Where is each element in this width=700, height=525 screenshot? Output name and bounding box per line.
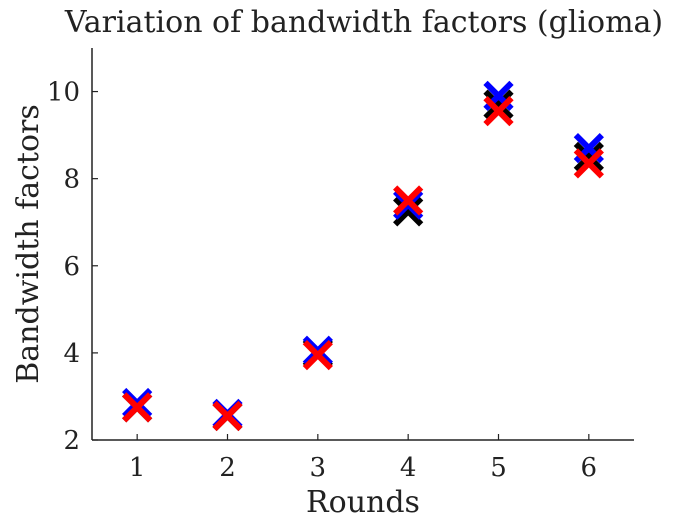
data-point-series-3 bbox=[483, 96, 514, 127]
data-point-series-2 bbox=[122, 387, 153, 419]
x-axis-label: Rounds bbox=[306, 485, 420, 520]
data-point-series-1 bbox=[573, 141, 604, 173]
data-point-series-2 bbox=[393, 189, 424, 220]
y-tick-label: 4 bbox=[63, 339, 80, 369]
data-point-series-3 bbox=[212, 400, 243, 432]
x-tick-label: 6 bbox=[581, 453, 598, 483]
y-tick-label: 6 bbox=[63, 252, 80, 282]
x-tick-label: 5 bbox=[490, 453, 507, 483]
data-point-series-3 bbox=[122, 392, 153, 423]
data-point-series-1 bbox=[393, 196, 424, 227]
x-tick-label: 4 bbox=[400, 453, 417, 483]
y-ticks: 2 4 6 8 10 bbox=[47, 78, 98, 456]
data-point-series-1 bbox=[483, 89, 514, 120]
data-point-series-3 bbox=[302, 339, 333, 371]
chart-title: Variation of bandwidth factors (glioma) bbox=[64, 5, 663, 40]
x-tick-label: 2 bbox=[219, 453, 236, 483]
data-point-series-2 bbox=[302, 335, 333, 366]
data-point-series-3 bbox=[393, 185, 424, 216]
data-markers bbox=[122, 80, 604, 432]
data-point-series-3 bbox=[573, 148, 604, 179]
y-tick-label: 10 bbox=[47, 78, 80, 108]
x-ticks: 1 2 3 4 5 6 bbox=[129, 434, 597, 483]
y-tick-label: 2 bbox=[63, 426, 80, 456]
x-tick-label: 3 bbox=[310, 453, 327, 483]
y-tick-label: 8 bbox=[63, 165, 80, 195]
x-tick-label: 1 bbox=[129, 453, 146, 483]
y-axis-label: Bandwidth factors bbox=[11, 104, 46, 384]
